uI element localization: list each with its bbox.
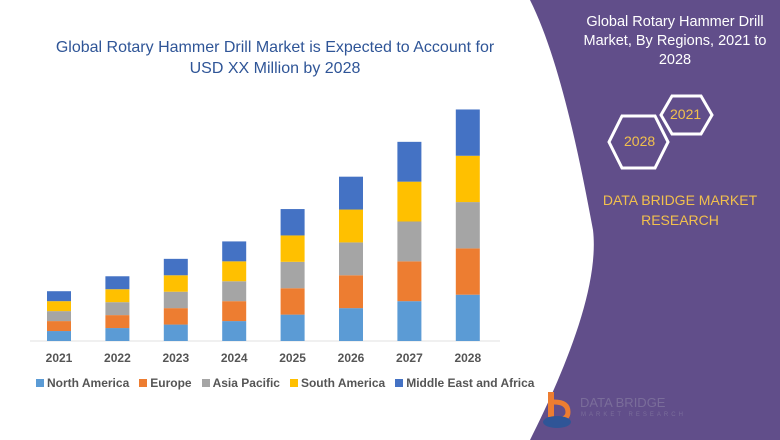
legend-item: South America (289, 376, 386, 390)
bar-2027-south-america (397, 181, 422, 222)
bar-2026-middle-east-and-africa (339, 176, 363, 210)
bar-2023-south-america (163, 275, 188, 292)
bar-2022-north-america (105, 328, 130, 341)
bar-2024-south-america (222, 261, 247, 282)
x-tick-label: 2023 (162, 351, 189, 365)
x-tick-label: 2022 (104, 351, 131, 365)
x-tick-label: 2025 (279, 351, 306, 365)
bar-2025-south-america (280, 235, 305, 262)
x-tick-label: 2027 (396, 351, 423, 365)
legend-swatch (139, 379, 148, 387)
legend-label: North America (47, 376, 130, 390)
bar-2028-north-america (455, 294, 480, 341)
bar-2027-europe (397, 261, 422, 302)
hex-label-2028: 2028 (624, 133, 656, 149)
x-tick-label: 2028 (454, 351, 481, 365)
bar-2024-asia-pacific (222, 281, 247, 302)
bar-2023-north-america (163, 324, 188, 341)
bar-2021-north-america (47, 331, 71, 341)
bar-2025-europe (280, 288, 305, 315)
bar-2021-asia-pacific (47, 311, 71, 322)
bar-2023-asia-pacific (163, 291, 188, 309)
legend-label: Europe (150, 376, 192, 390)
bar-2026-south-america (339, 209, 363, 243)
legend-swatch (36, 379, 44, 387)
bar-2028-middle-east-and-africa (455, 109, 480, 156)
bar-2027-middle-east-and-africa (397, 141, 422, 182)
chart-title: Global Rotary Hammer Drill Market is Exp… (55, 39, 495, 77)
x-tick-label: 2026 (338, 351, 365, 365)
bar-2022-asia-pacific (105, 302, 130, 316)
hex-label-2021: 2021 (670, 106, 702, 122)
logo-icon (543, 392, 571, 428)
legend-item: North America (36, 376, 129, 390)
legend-label: South America (300, 376, 386, 390)
bar-2022-south-america (105, 289, 130, 303)
hexagon-2028 (607, 114, 670, 170)
bar-2025-middle-east-and-africa (280, 209, 305, 236)
bar-2021-middle-east-and-africa (47, 291, 71, 302)
bar-2022-middle-east-and-africa (105, 276, 130, 290)
legend-swatch (395, 379, 404, 387)
bar-2024-middle-east-and-africa (222, 241, 247, 262)
logo-subtext: MARKET RESEARCH (581, 412, 686, 418)
bar-2026-asia-pacific (339, 242, 363, 276)
purple-panel (530, 0, 780, 440)
bar-2027-asia-pacific (397, 221, 422, 262)
bar-2024-europe (222, 301, 247, 322)
bar-2023-middle-east-and-africa (163, 258, 188, 276)
bar-2026-europe (339, 275, 363, 309)
bar-2025-north-america (280, 314, 305, 341)
bar-2028-south-america (455, 155, 480, 203)
legend-label: Asia Pacific (212, 376, 280, 390)
legend-label: Middle East and Africa (406, 376, 535, 390)
bar-2025-asia-pacific (280, 261, 305, 289)
brand-text: DATA BRIDGE MARKET RESEARCH (602, 192, 758, 228)
x-tick-label: 2021 (46, 351, 73, 365)
bar-2023-europe (163, 308, 188, 325)
hexagon-2021 (659, 94, 714, 136)
legend-item: Asia Pacific (201, 376, 280, 390)
bar-2028-asia-pacific (455, 202, 480, 249)
bar-2021-europe (47, 321, 71, 332)
logo-text: DATA BRIDGE (580, 395, 666, 410)
x-tick-label: 2024 (221, 351, 248, 365)
legend: North America Europe Asia Pacific South Ame… (36, 376, 534, 390)
bar-2027-north-america (397, 301, 422, 341)
legend-swatch (289, 379, 298, 387)
bar-2028-europe (455, 248, 480, 295)
panel-title: Global Rotary Hammer Drill Market, By Re… (583, 14, 767, 68)
bar-2026-north-america (339, 308, 363, 341)
legend-item: Middle East and Africa (395, 376, 534, 390)
bar-2022-europe (105, 315, 130, 329)
bar-2024-north-america (222, 321, 247, 341)
legend-item: Europe (139, 376, 192, 390)
legend-swatch (201, 379, 210, 387)
bar-2021-south-america (47, 301, 71, 312)
